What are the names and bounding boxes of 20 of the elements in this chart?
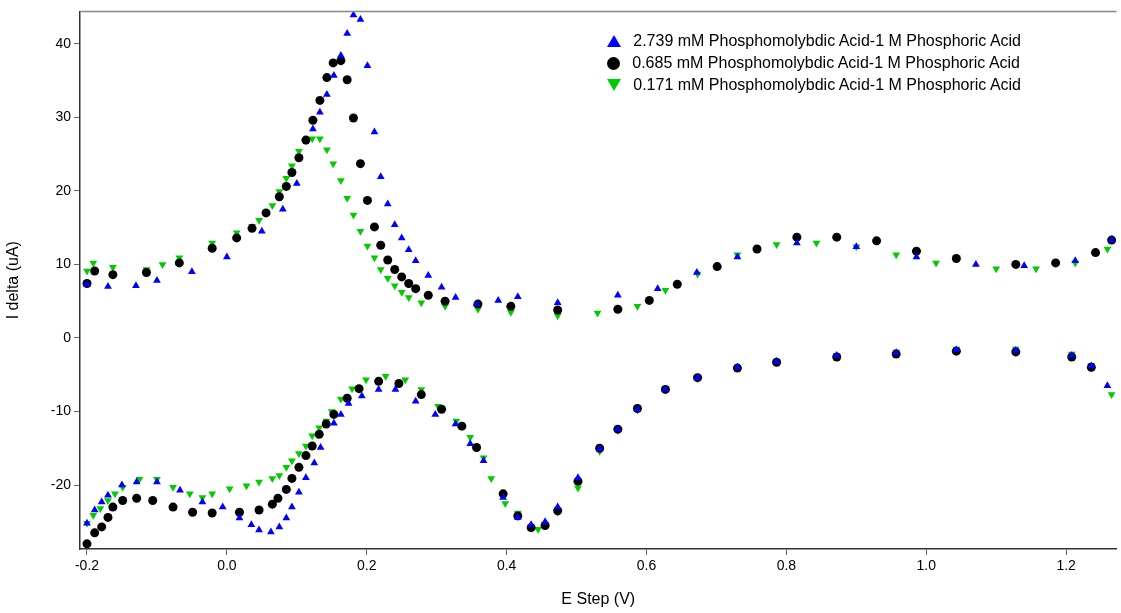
x-tick-label: 1.0 (916, 557, 937, 574)
x-tick-label: 0.0 (217, 557, 237, 574)
y-tick-label: -10 (50, 402, 72, 419)
y-axis-title: I delta (uA) (4, 241, 22, 320)
y-tick-label: 40 (55, 34, 72, 51)
x-axis-title: E Step (V) (561, 589, 636, 607)
x-tick-label: -0.2 (74, 557, 100, 574)
y-tick-label: 20 (55, 181, 72, 198)
x-tick-label: 0.6 (636, 557, 657, 574)
x-tick-label: 0.8 (776, 557, 797, 574)
legend-label: 0.171 mM Phosphomolybdic Acid-1 M Phosphoric Acid (633, 75, 1021, 95)
legend-label: 2.739 mM Phosphomolybdic Acid-1 M Phosphoric Acid (633, 31, 1021, 51)
y-tick-label: -20 (50, 475, 72, 492)
x-tick-label: 1.2 (1056, 557, 1077, 574)
x-tick-label: 0.2 (357, 557, 377, 574)
legend-label: 0.685 mM Phosphomolybdic Acid-1 M Phosphoric Acid (632, 53, 1020, 73)
x-tick-label: 0.4 (496, 557, 517, 574)
y-tick-label: 10 (55, 255, 72, 272)
y-tick-label: 30 (55, 108, 72, 125)
y-tick-label: 0 (63, 328, 72, 345)
